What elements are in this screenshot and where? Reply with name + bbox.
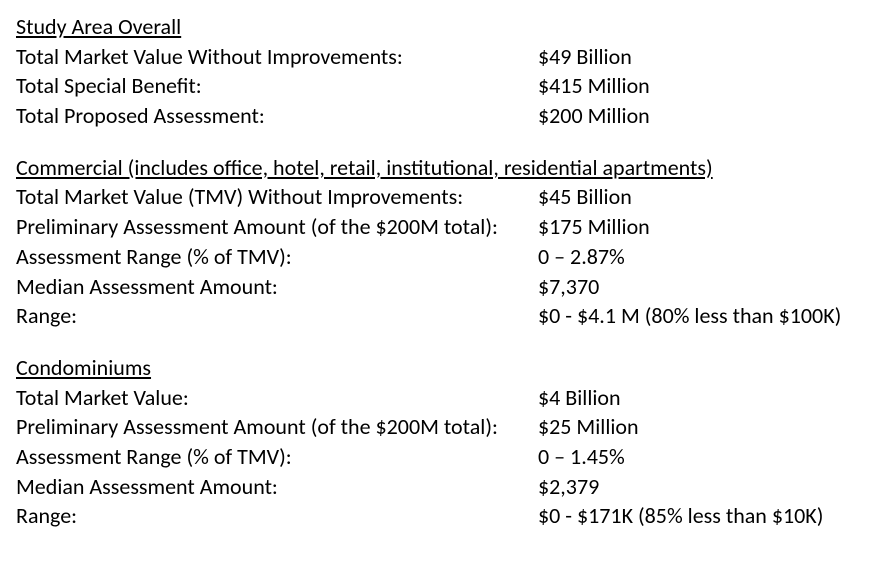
data-row: Total Special Benefit: $415 Million	[16, 71, 874, 101]
section-title: Study Area Overall	[16, 12, 874, 42]
data-row: Range: $0 - $171K (85% less than $10K)	[16, 501, 874, 531]
section-title: Commercial (includes office, hotel, reta…	[16, 153, 874, 183]
data-row: Total Market Value: $4 Billion	[16, 383, 874, 413]
row-label: Range:	[16, 501, 538, 531]
row-label: Total Market Value (TMV) Without Improve…	[16, 182, 538, 212]
row-label: Preliminary Assessment Amount (of the $2…	[16, 212, 538, 242]
row-value: $49 Billion	[538, 42, 874, 72]
row-value: 0 – 1.45%	[538, 442, 874, 472]
data-row: Assessment Range (% of TMV): 0 – 1.45%	[16, 442, 874, 472]
data-row: Range: $0 - $4.1 M (80% less than $100K)	[16, 301, 874, 331]
row-label: Total Market Value Without Improvements:	[16, 42, 538, 72]
data-row: Total Market Value Without Improvements:…	[16, 42, 874, 72]
row-label: Assessment Range (% of TMV):	[16, 442, 538, 472]
section-condominiums: Condominiums Total Market Value: $4 Bill…	[16, 353, 874, 531]
row-value: $0 - $4.1 M (80% less than $100K)	[538, 301, 874, 331]
row-value: $45 Billion	[538, 182, 874, 212]
data-row: Median Assessment Amount: $2,379	[16, 472, 874, 502]
data-row: Total Market Value (TMV) Without Improve…	[16, 182, 874, 212]
section-title: Condominiums	[16, 353, 874, 383]
row-value: $415 Million	[538, 71, 874, 101]
row-value: $2,379	[538, 472, 874, 502]
data-row: Median Assessment Amount: $7,370	[16, 272, 874, 302]
row-label: Median Assessment Amount:	[16, 472, 538, 502]
row-value: $7,370	[538, 272, 874, 302]
row-label: Median Assessment Amount:	[16, 272, 538, 302]
row-label: Total Proposed Assessment:	[16, 101, 538, 131]
row-value: $200 Million	[538, 101, 874, 131]
row-label: Total Special Benefit:	[16, 71, 538, 101]
row-label: Assessment Range (% of TMV):	[16, 242, 538, 272]
data-row: Total Proposed Assessment: $200 Million	[16, 101, 874, 131]
section-commercial: Commercial (includes office, hotel, reta…	[16, 153, 874, 331]
row-value: $25 Million	[538, 412, 874, 442]
row-value: 0 – 2.87%	[538, 242, 874, 272]
row-value: $0 - $171K (85% less than $10K)	[538, 501, 874, 531]
row-label: Range:	[16, 301, 538, 331]
row-value: $4 Billion	[538, 383, 874, 413]
data-row: Preliminary Assessment Amount (of the $2…	[16, 412, 874, 442]
row-label: Total Market Value:	[16, 383, 538, 413]
row-value: $175 Million	[538, 212, 874, 242]
section-study-area-overall: Study Area Overall Total Market Value Wi…	[16, 12, 874, 131]
data-row: Assessment Range (% of TMV): 0 – 2.87%	[16, 242, 874, 272]
data-row: Preliminary Assessment Amount (of the $2…	[16, 212, 874, 242]
row-label: Preliminary Assessment Amount (of the $2…	[16, 412, 538, 442]
